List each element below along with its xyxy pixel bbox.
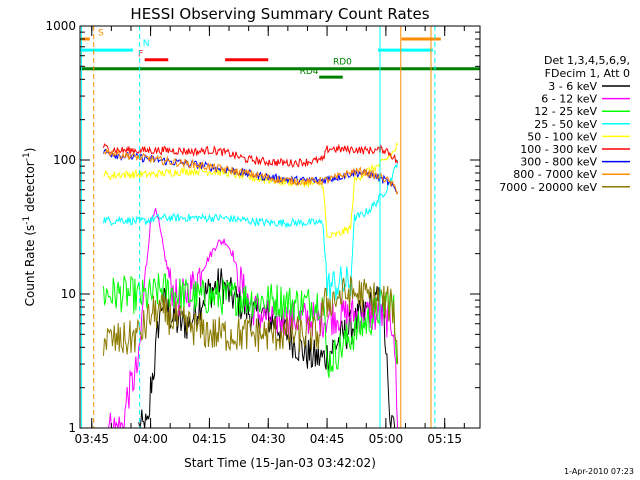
- x-tick-label: 04:45: [310, 432, 345, 446]
- flag-label-rd0: RD0: [333, 58, 352, 68]
- flag-label-f: F: [138, 50, 143, 60]
- x-tick-label: 04:30: [251, 432, 286, 446]
- flag-label-rd4: RD4: [300, 67, 319, 77]
- series-50-100-kev: [103, 142, 398, 239]
- y-tick-label: 100: [53, 153, 76, 167]
- legend-label-6-12-kev: 6 - 12 keV: [541, 93, 597, 106]
- x-tick-label: 04:00: [133, 432, 168, 446]
- legend-label-300-800-kev: 300 - 800 keV: [520, 156, 597, 169]
- y-tick-label: 10: [61, 287, 76, 301]
- flag-label-s: S: [98, 28, 104, 38]
- y-axis-title: Count Rate (s-1 detector-1): [22, 148, 37, 307]
- x-tick-label: 04:15: [192, 432, 227, 446]
- vertical-line-layer: [81, 26, 436, 428]
- y-axis: 1 10 100 1000: [45, 19, 480, 435]
- chart-title: HESSI Observing Summary Count Rates: [130, 5, 429, 23]
- x-axis-title: Start Time (15-Jan-03 03:42:02): [184, 456, 376, 470]
- legend-label-25-50-kev: 25 - 50 keV: [534, 118, 597, 131]
- legend-label-7000-20000-kev: 7000 - 20000 keV: [499, 181, 597, 194]
- y-tick-label: 1000: [45, 19, 76, 33]
- series-25-50-kev: [103, 159, 399, 304]
- series-layer: [103, 142, 399, 429]
- legend-header-line-1: Det 1,3,4,5,6,9,: [544, 54, 630, 67]
- legend-label-3-6-kev: 3 - 6 keV: [548, 80, 597, 93]
- flag-label-n: N: [143, 39, 150, 49]
- series-7000-20000-kev: [103, 275, 399, 365]
- x-tick-label: 05:00: [369, 432, 404, 446]
- legend-header-line-2: FDecim 1, Att 0: [545, 67, 630, 80]
- series-12-25-kev: [103, 273, 398, 378]
- plot-frame: [79, 25, 481, 429]
- legend: Det 1,3,4,5,6,9, FDecim 1, Att 0 3 - 6 k…: [499, 54, 630, 194]
- series-100-300-kev: [103, 143, 399, 168]
- x-tick-label: 05:15: [427, 432, 462, 446]
- legend-label-50-100-kev: 50 - 100 keV: [527, 130, 597, 143]
- legend-label-800-7000-kev: 800 - 7000 keV: [513, 168, 597, 181]
- x-axis: 03:45 04:00 04:15 04:30 04:45 05:00 05:15: [74, 26, 465, 446]
- footer-timestamp: 1-Apr-2010 07:23: [564, 467, 634, 476]
- series-800-7000-kev: [103, 148, 399, 196]
- legend-label-12-25-kev: 12 - 25 keV: [534, 105, 597, 118]
- x-tick-label: 03:45: [74, 432, 109, 446]
- legend-label-100-300-kev: 100 - 300 keV: [520, 143, 597, 156]
- y-tick-label: 1: [68, 421, 76, 435]
